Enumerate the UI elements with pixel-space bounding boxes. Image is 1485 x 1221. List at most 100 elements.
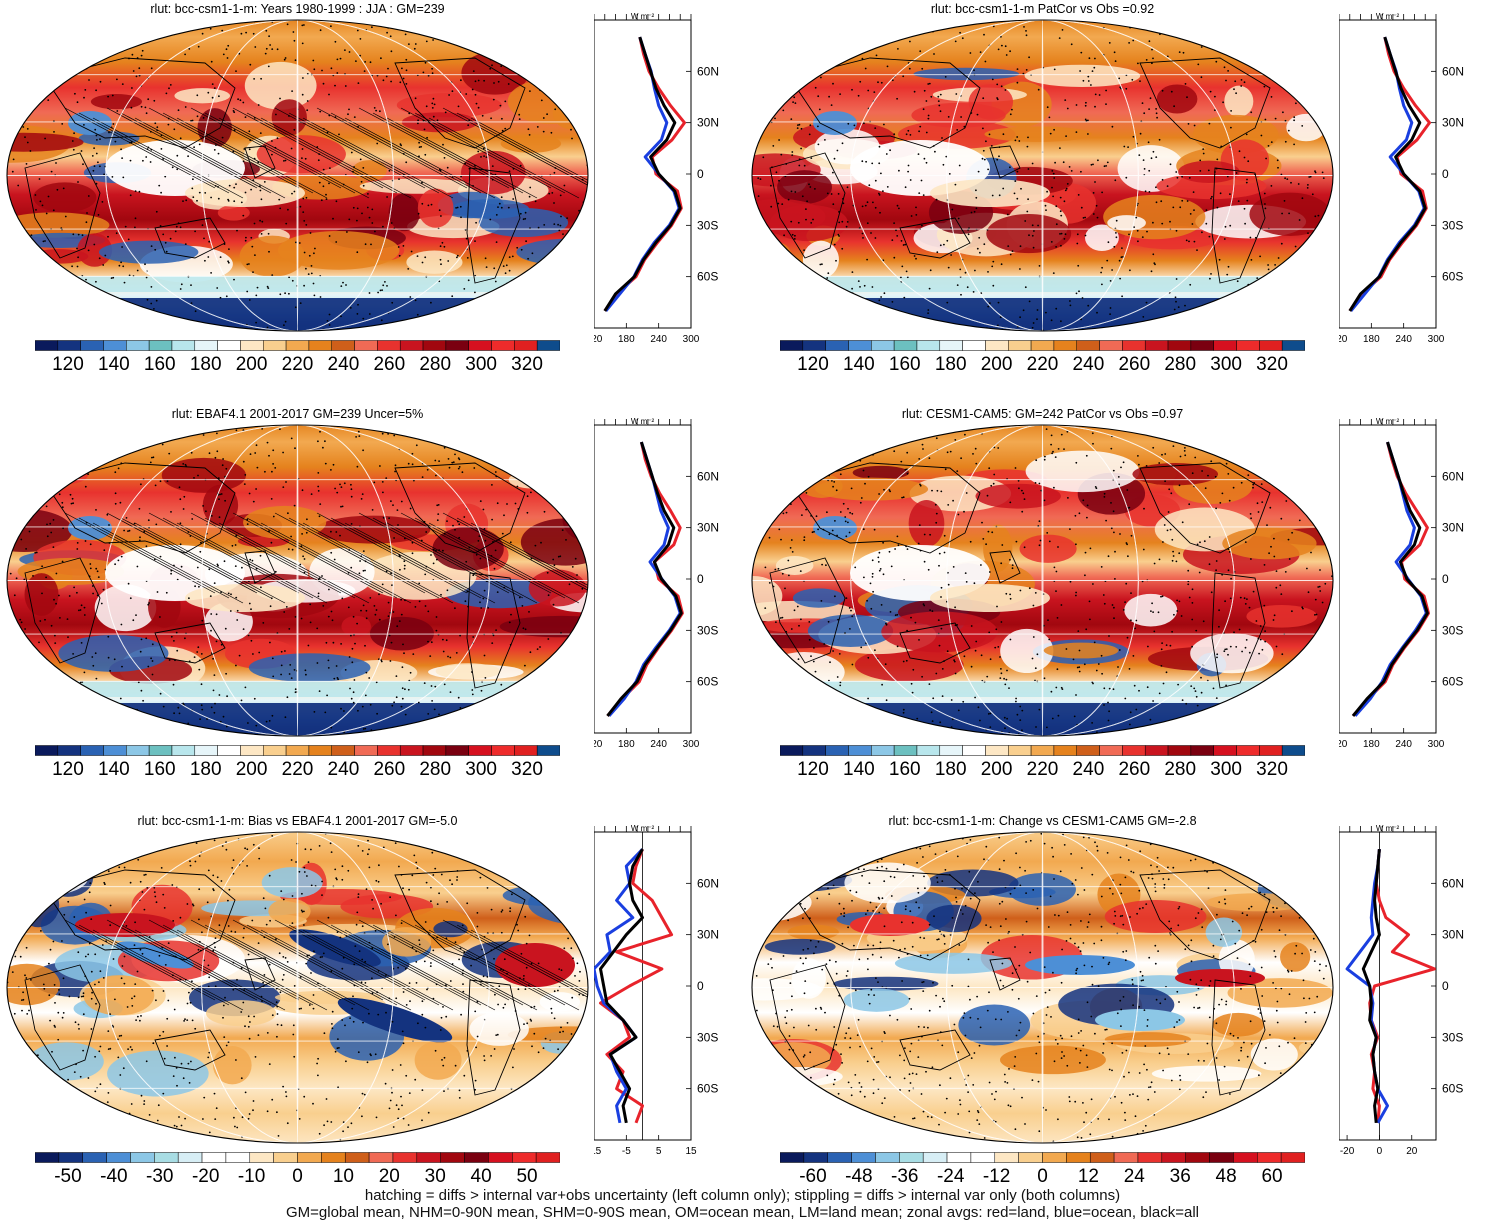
colorbar-tick-label: 300 [1210,759,1242,780]
field-blob [528,569,587,607]
colorbar-swatch [201,1152,227,1163]
colorbar-tick-label: -24 [936,1166,965,1187]
field-blob [7,509,73,552]
field-blob [787,924,839,940]
field-blob [756,1066,843,1087]
colorbar-swatch [803,1152,828,1163]
field-blob [1295,473,1333,488]
field-blob [1000,628,1054,674]
field-blob [212,1045,252,1085]
itcz [185,584,305,612]
colorbar-swatch [893,745,918,756]
colorbar-tick-label: 300 [1210,354,1242,375]
colorbar-swatch [985,745,1009,756]
colorbar-swatch [392,1152,418,1163]
panel-p6: rlut: bcc-csm1-1-m: Change vs CESM1-CAM5… [745,812,1485,1212]
x-tick-label: 240 [1395,334,1412,345]
field-blob [450,199,530,219]
zonal-units: W m⁻² [1376,417,1400,426]
colorbar-swatch [922,1152,948,1163]
x-tick-label: 120 [1339,334,1348,345]
colorbar-swatch [103,340,127,351]
lat-label: 30S [1442,623,1463,637]
colorbar-swatch [1281,340,1305,351]
colorbar-swatch [1144,745,1169,756]
x-tick-label: 240 [650,334,667,345]
colorbar-tick-label: -30 [146,1166,174,1187]
colorbar-swatch [171,745,196,756]
colorbar-swatch [1213,340,1237,351]
lat-label: 60N [1442,469,1464,483]
bias-maximum [495,943,575,987]
x-tick-label: 180 [618,334,635,345]
colorbar-swatch [249,1152,274,1163]
graticule [752,20,1333,331]
field-blob [1224,85,1254,117]
colorbar-swatch [536,340,560,351]
zonal-units: W m⁻² [631,824,655,833]
field-blob [1212,1012,1265,1037]
colorbar-tick-label: 260 [373,354,406,375]
colorbar-tick-label: 140 [98,354,130,375]
zonal-units: W m⁻² [631,417,655,426]
field-blob [7,860,88,896]
colorbar-swatch [514,340,538,351]
field-blob [352,160,387,181]
colorbar-tick-label: 140 [843,759,875,780]
southern-ocean [7,681,588,697]
colorbar-tick-label: 220 [281,354,314,375]
field-blob [802,240,839,279]
field-blob [777,170,832,204]
field-blob [107,1050,209,1097]
colorbar-tick-label: 200 [235,354,268,375]
colorbar-tick-label: 320 [1256,759,1288,780]
field-blob [1104,1032,1191,1047]
field-blob [174,88,231,104]
colorbar-tick-label: 220 [1026,759,1059,780]
colorbar-swatch [1030,745,1055,756]
field-blob [24,573,59,616]
colorbar-swatch [354,745,378,756]
field-blob [7,656,29,682]
lat-label: 60S [697,675,718,689]
tibet-low [68,111,112,135]
colorbar-tick-label: 140 [98,759,130,780]
field-blob [536,473,588,502]
zonal-all-line [1351,441,1429,717]
field-blob [217,204,250,221]
map-title: rlut: bcc-csm1-1-m PatCor vs Obs =0.92 [930,2,1155,16]
field-blob [161,457,246,493]
colorbar-swatch [263,745,287,756]
field-blob [1085,224,1119,252]
field-blob [833,976,939,991]
field-blob [800,473,843,498]
colorbar-swatch [962,340,986,351]
lat-label: 0 [697,572,704,586]
map-outline [751,831,1334,1144]
colorbar [780,340,1305,351]
colorbar-swatch [1076,745,1100,756]
colorbar-swatch [130,1152,155,1163]
field-blob [1205,917,1243,947]
field-blob [499,615,588,638]
colorbar-swatch [916,745,941,756]
footer-line-1: hatching = diffs > internal var+obs unce… [364,1187,1121,1204]
colorbar-tick-label: 280 [1164,759,1197,780]
field-blob [243,505,327,540]
field-blob [406,250,463,274]
field-blob [764,938,836,955]
zonal-mean-plot: W m⁻² 60N 30N 0 30S 60S -20 0 20 [1339,824,1464,1157]
colorbar-tick-label: 180 [934,759,967,780]
colorbar-tick-label: 260 [1118,759,1151,780]
colorbar-swatch [1018,1152,1043,1163]
colorbar-swatch [126,340,150,351]
colorbar-tick-label: 180 [934,354,967,375]
colorbar-swatch [103,745,127,756]
zonal-all-line [599,848,644,1124]
zonal-ocean-line [594,848,644,1124]
colorbar-swatch [35,340,59,351]
colorbar-swatch [106,1152,131,1163]
field-blob [815,477,929,501]
colorbar-tick-label: 200 [980,759,1013,780]
field-blob [1227,978,1333,1008]
